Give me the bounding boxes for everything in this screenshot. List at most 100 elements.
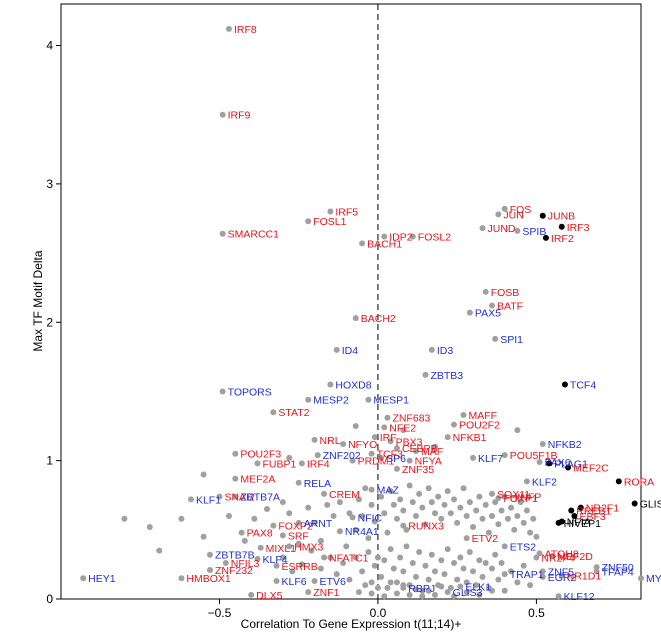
- labeled-points: [80, 25, 644, 600]
- point-label-cebpb: CEBPB: [402, 443, 438, 455]
- background-points: [121, 423, 540, 600]
- data-point: [470, 568, 477, 575]
- point-label-nrl: NRL: [320, 435, 341, 447]
- data-point: [514, 427, 521, 434]
- data-point: [403, 543, 410, 550]
- data-point: [489, 565, 496, 572]
- data-point: [419, 587, 426, 594]
- point-label-nfic: NFIC: [358, 512, 383, 524]
- data-point-etv2: [463, 535, 470, 542]
- data-point: [406, 482, 413, 489]
- data-point: [527, 529, 534, 536]
- data-point-id3: [428, 346, 435, 353]
- x-axis-title: Correlation To Gene Expression t(11;14)+: [241, 617, 462, 631]
- point-label-hmbox1: HMBOX1: [186, 573, 231, 585]
- data-point-tfap4: [593, 568, 600, 575]
- data-point-pou5f1b: [501, 452, 508, 459]
- data-point: [406, 591, 413, 598]
- data-point: [352, 554, 359, 561]
- data-point: [479, 573, 486, 580]
- point-label-id4: ID4: [342, 345, 359, 357]
- data-point-rora: [615, 478, 622, 485]
- data-point: [416, 490, 423, 497]
- data-point-id4: [333, 346, 340, 353]
- data-point-crem: [321, 490, 328, 497]
- data-point-irf5: [327, 208, 334, 215]
- data-point: [352, 423, 359, 430]
- point-label-klf2: KLF2: [532, 476, 557, 488]
- y-axis: 0 1 2 3 4: [46, 39, 61, 606]
- point-label-klf12: KLF12: [564, 591, 595, 603]
- point-label-irf4: IRF4: [307, 458, 330, 470]
- data-point: [225, 512, 232, 519]
- data-point: [346, 510, 353, 517]
- data-point: [476, 591, 483, 598]
- data-point: [387, 488, 394, 495]
- data-point: [473, 507, 480, 514]
- data-point-arnt: [295, 519, 302, 526]
- data-point: [416, 548, 423, 555]
- point-label-pou5f1b: POU5F1B: [510, 450, 558, 462]
- point-label-rbpj: RBPJ: [408, 583, 435, 595]
- point-label-nr4a1: NR4A1: [345, 526, 379, 538]
- data-point-nrl: [311, 436, 318, 443]
- data-point-junb: [539, 212, 546, 219]
- data-point-cebpb: [393, 445, 400, 452]
- point-label-srf: SRF: [288, 530, 309, 542]
- point-label-nfe2: NFE2: [389, 422, 416, 434]
- data-point: [533, 533, 540, 540]
- data-point: [359, 568, 366, 575]
- point-label-znf1: ZNF1: [313, 587, 339, 599]
- data-point-hey1: [80, 575, 87, 582]
- point-label-rela: RELA: [304, 478, 331, 490]
- point-label-pbx3: PBX3: [396, 436, 423, 448]
- data-point-irf8: [225, 25, 232, 32]
- data-point: [447, 510, 454, 517]
- data-point: [523, 507, 530, 514]
- data-point-znf683: [384, 414, 391, 421]
- data-point: [476, 493, 483, 500]
- data-point: [178, 515, 185, 522]
- data-point: [517, 499, 524, 506]
- data-point-pou2f3: [232, 450, 239, 457]
- data-point: [435, 493, 442, 500]
- point-label-egr2: EGR2: [548, 572, 577, 584]
- point-label-sp6: SP6: [386, 453, 406, 465]
- data-point: [466, 499, 473, 506]
- data-point-fos: [501, 205, 508, 212]
- point-label-pou2f2: POU2F2: [459, 420, 500, 432]
- data-point-irf2: [542, 234, 549, 241]
- point-label-plag1: PLAG1: [554, 458, 588, 470]
- data-point-jund: [479, 225, 486, 232]
- data-point-nfyo: [340, 441, 347, 448]
- y-tick-label: 4: [46, 39, 53, 53]
- point-label-nr1d1: NR1D1: [567, 570, 602, 582]
- data-point: [400, 568, 407, 575]
- data-point-myc: [638, 575, 644, 582]
- data-point: [431, 443, 438, 450]
- data-point: [381, 510, 388, 517]
- data-point: [374, 554, 381, 561]
- data-point: [374, 584, 381, 591]
- data-point: [286, 510, 293, 517]
- data-point: [365, 548, 372, 555]
- data-point: [251, 515, 258, 522]
- data-point-hmx3: [286, 543, 293, 550]
- data-point-klf12: [555, 593, 562, 600]
- point-label-nfia: NFIA: [567, 517, 591, 529]
- point-label-zbtb7a: ZBTB7A: [240, 492, 280, 504]
- data-point: [387, 579, 394, 586]
- data-point: [441, 501, 448, 508]
- data-point: [286, 454, 293, 461]
- data-point-esrrb: [273, 562, 280, 569]
- point-label-pax8: PAX8: [247, 528, 273, 540]
- data-point-bach2: [352, 315, 359, 322]
- point-label-spi1: SPI1: [500, 334, 523, 346]
- data-point: [352, 526, 359, 533]
- data-point-zbtb7b: [206, 551, 213, 558]
- point-label-mef2a: MEF2A: [240, 474, 275, 486]
- data-point-egr2: [539, 573, 546, 580]
- point-label-bach1: BACH1: [367, 238, 402, 250]
